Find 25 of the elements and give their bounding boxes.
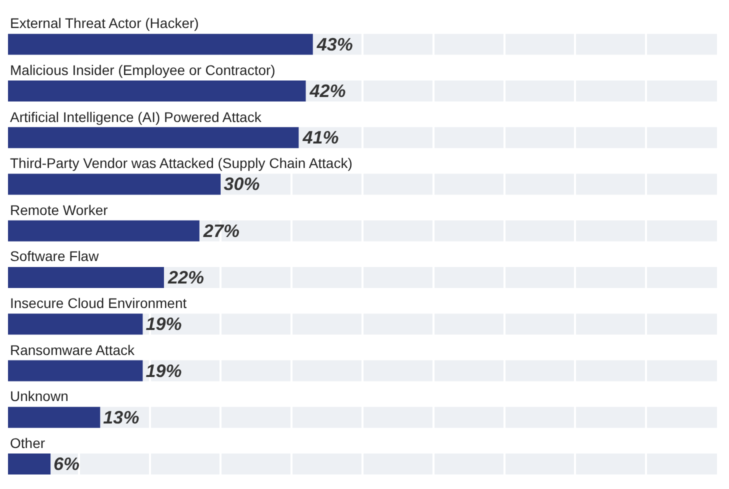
y-tick-label: Third-Party Vendor was Attacked (Supply Chain Attack) <box>10 155 352 171</box>
bar <box>8 266 164 288</box>
bar <box>8 314 143 335</box>
data-label: 42% <box>308 80 346 101</box>
data-label: 41% <box>302 128 339 148</box>
data-label: 6% <box>54 454 80 474</box>
data-label: 22% <box>166 267 204 288</box>
data-label: 27% <box>202 220 240 241</box>
data-label: 19% <box>146 314 182 334</box>
bar <box>8 454 51 475</box>
y-tick-label: Other <box>10 435 46 451</box>
data-label: 19% <box>146 360 182 381</box>
y-tick-label: Unknown <box>10 388 68 404</box>
data-label: 13% <box>103 407 140 428</box>
y-tick-label: Software Flaw <box>10 248 100 264</box>
y-tick-label: Remote Worker <box>10 202 108 218</box>
y-tick-label: Insecure Cloud Environment <box>10 295 187 311</box>
data-label: 30% <box>224 174 260 194</box>
bar <box>8 360 143 382</box>
bar <box>8 406 100 428</box>
y-tick-label: Malicious Insider (Employee or Contractor) <box>10 62 276 78</box>
y-tick-label: Ransomware Attack <box>10 342 136 358</box>
y-tick-label: Artificial Intelligence (AI) Powered Attack <box>10 109 262 125</box>
y-tick-label: External Threat Actor (Hacker) <box>10 15 199 31</box>
data-label: 43% <box>316 34 353 54</box>
